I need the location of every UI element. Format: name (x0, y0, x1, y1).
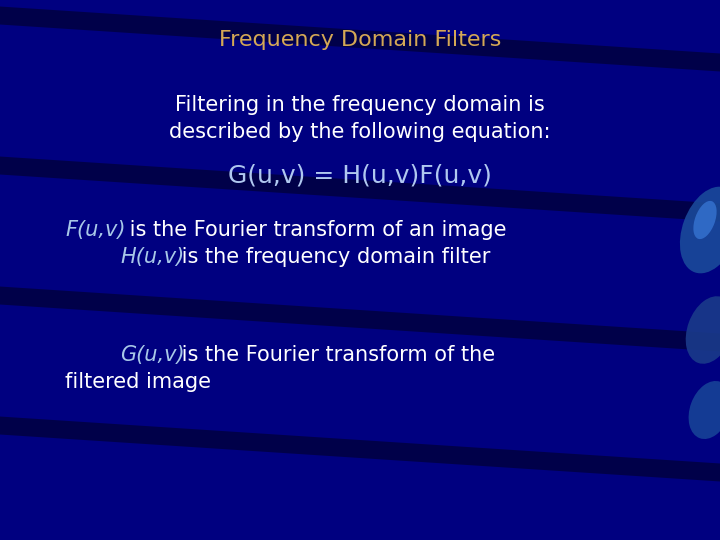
Ellipse shape (685, 296, 720, 364)
Polygon shape (0, 410, 720, 488)
Ellipse shape (680, 187, 720, 273)
Polygon shape (0, 150, 720, 228)
Text: is the Fourier transform of an image: is the Fourier transform of an image (123, 220, 506, 240)
Polygon shape (0, 280, 720, 358)
Ellipse shape (693, 201, 716, 239)
Text: filtered image: filtered image (65, 372, 211, 392)
Text: H(u,v): H(u,v) (120, 247, 184, 267)
Text: G(u,v): G(u,v) (120, 345, 184, 365)
Text: described by the following equation:: described by the following equation: (169, 122, 551, 142)
Text: G(u,v) = H(u,v)F(u,v): G(u,v) = H(u,v)F(u,v) (228, 163, 492, 187)
Text: Filtering in the frequency domain is: Filtering in the frequency domain is (175, 95, 545, 115)
Ellipse shape (688, 381, 720, 439)
Text: is the frequency domain filter: is the frequency domain filter (175, 247, 490, 267)
Text: F(u,v): F(u,v) (65, 220, 125, 240)
Polygon shape (0, 0, 720, 78)
Text: is the Fourier transform of the: is the Fourier transform of the (175, 345, 495, 365)
Text: Frequency Domain Filters: Frequency Domain Filters (219, 30, 501, 50)
